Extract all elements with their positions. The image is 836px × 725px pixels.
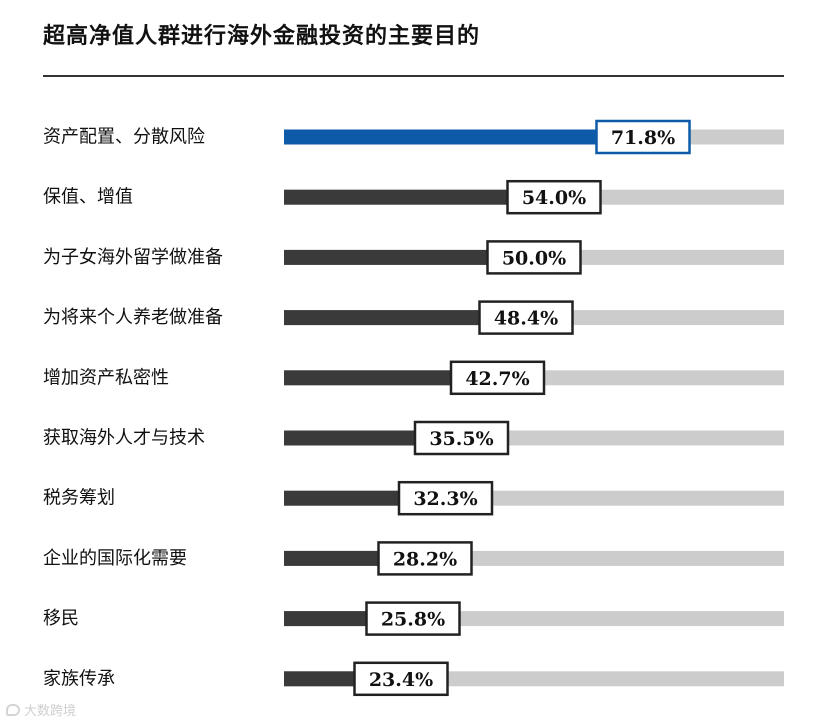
value-label: 71.8%	[611, 127, 675, 149]
category-label: 保值、增值	[43, 187, 133, 208]
value-label: 54.0%	[522, 187, 586, 209]
value-label-box	[413, 420, 510, 456]
watermark: 大数跨境	[6, 700, 76, 719]
value-label-box	[449, 360, 546, 396]
value-label: 25.8%	[381, 609, 445, 631]
category-label: 增加资产私密性	[43, 367, 169, 388]
category-label: 获取海外人才与技术	[43, 428, 205, 449]
value-label: 28.2%	[393, 548, 457, 570]
bar	[284, 129, 643, 145]
value-label-box	[486, 240, 582, 275]
category-label: 税务筹划	[43, 488, 115, 509]
value-label: 35.5%	[429, 428, 493, 450]
category-label: 资产配置、分散风险	[43, 127, 205, 148]
category-label: 为子女海外留学做准备	[43, 247, 223, 268]
watermark-text: 大数跨境	[24, 704, 77, 719]
value-label-box	[365, 601, 461, 636]
value-label-box	[506, 179, 602, 215]
value-label: 32.3%	[413, 488, 477, 510]
value-label-box	[377, 541, 473, 576]
value-label-box	[353, 661, 449, 697]
category-label: 为将来个人养老做准备	[43, 307, 223, 328]
bar	[284, 249, 534, 265]
value-label: 23.4%	[369, 669, 433, 691]
watermark-logo-icon	[6, 703, 20, 716]
title-divider	[43, 75, 784, 77]
value-label-box	[478, 300, 574, 335]
value-label: 48.4%	[494, 308, 558, 330]
bar	[284, 310, 526, 326]
bar	[284, 189, 554, 205]
value-label: 42.7%	[465, 368, 529, 390]
category-label: 移民	[43, 608, 79, 629]
value-label: 50.0%	[502, 247, 566, 269]
chart-title: 超高净值人群进行海外金融投资的主要目的	[43, 24, 481, 49]
category-label: 企业的国际化需要	[43, 548, 187, 569]
value-label-box	[595, 119, 691, 155]
category-label: 家族传承	[43, 668, 115, 689]
bar	[284, 370, 498, 386]
value-label-box	[397, 480, 494, 516]
